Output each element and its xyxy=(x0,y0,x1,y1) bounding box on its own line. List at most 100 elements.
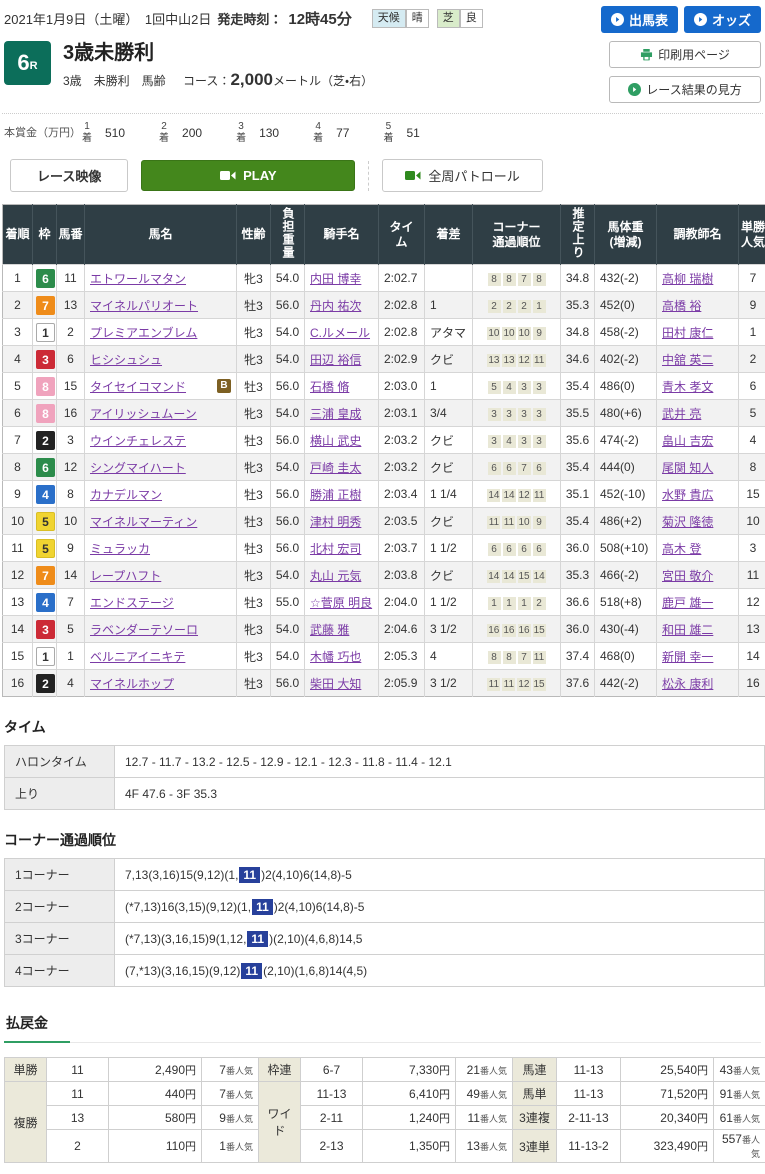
corner-position-chip: 14 xyxy=(502,570,515,583)
win-popularity: 4 xyxy=(739,427,765,454)
horse-name-link[interactable]: マイネルホップ xyxy=(90,675,174,692)
horse-name-link[interactable]: マイネルマーティン xyxy=(90,513,197,530)
payout-combination: 2-11-13 xyxy=(557,1106,621,1130)
corner-position-chip: 2 xyxy=(488,300,501,313)
payout-popularity-suffix: 番人気 xyxy=(480,1114,507,1124)
play-button[interactable]: PLAY xyxy=(141,160,355,191)
jockey-name-link[interactable]: 柴田 大知 xyxy=(310,677,361,691)
payout-popularity-suffix: 番人気 xyxy=(226,1090,253,1100)
jockey-name-link[interactable]: C.ルメール xyxy=(310,326,370,340)
trainer-name-link[interactable]: 高木 登 xyxy=(662,542,701,556)
trainer-name-link[interactable]: 和田 雄二 xyxy=(662,623,713,637)
jockey-name-link[interactable]: 内田 博幸 xyxy=(310,272,361,286)
jockey-name-link[interactable]: ☆菅原 明良 xyxy=(310,596,372,610)
trainer-name-link[interactable]: 高柳 瑞樹 xyxy=(662,272,713,286)
trainer-name-link[interactable]: 畠山 吉宏 xyxy=(662,434,713,448)
prize-rank: 3 xyxy=(236,121,246,133)
payout-amount-value: 440 xyxy=(165,1087,185,1101)
payout-yen-suffix: 円 xyxy=(439,1065,450,1077)
jockey-name-link[interactable]: 武藤 雅 xyxy=(310,623,349,637)
trainer-name-link[interactable]: 菊沢 隆徳 xyxy=(662,515,713,529)
finish-time: 2:03.1 xyxy=(379,400,425,427)
jockey-cell: 木幡 巧也 xyxy=(305,643,379,670)
jockey-name-link[interactable]: 丹内 祐次 xyxy=(310,299,361,313)
jockey-name-link[interactable]: 丸山 元気 xyxy=(310,569,361,583)
column-header-12: 馬体重 (増減) xyxy=(595,205,657,265)
jockey-name-link[interactable]: 田辺 裕信 xyxy=(310,353,361,367)
margin: 1 1/4 xyxy=(425,481,473,508)
corner-position-chip: 2 xyxy=(518,300,531,313)
corner-position-chip: 16 xyxy=(518,624,531,637)
last-3f-time: 34.8 xyxy=(561,265,595,292)
finish-position: 14 xyxy=(3,616,33,643)
trainer-name-link[interactable]: 宮田 敬介 xyxy=(662,569,713,583)
jockey-name-link[interactable]: 横山 武史 xyxy=(310,434,361,448)
margin: クビ xyxy=(425,454,473,481)
prize-rank: 1 xyxy=(82,121,92,133)
jockey-name-link[interactable]: 石橋 脩 xyxy=(310,380,349,394)
payout-amount-value: 7,330 xyxy=(409,1063,439,1077)
jockey-name-link[interactable]: 津村 明秀 xyxy=(310,515,361,529)
horse-number: 14 xyxy=(57,562,85,589)
racecard-button[interactable]: 出馬表 xyxy=(601,6,678,33)
jockey-name-link[interactable]: 木幡 巧也 xyxy=(310,650,361,664)
jockey-name-link[interactable]: 三浦 皇成 xyxy=(310,407,361,421)
win-popularity: 16 xyxy=(739,670,765,697)
payout-amount-value: 580 xyxy=(165,1111,185,1125)
trainer-name-link[interactable]: 松永 康利 xyxy=(662,677,713,691)
horse-name-link[interactable]: マイネルパリオート xyxy=(90,297,198,314)
trainer-name-link[interactable]: 武井 亮 xyxy=(662,407,701,421)
horse-name-link[interactable]: プレミアエンブレム xyxy=(90,324,197,341)
trainer-cell: 高柳 瑞樹 xyxy=(657,265,739,292)
horse-name-link[interactable]: アイリッシュムーン xyxy=(90,405,197,422)
corner-position-chip: 9 xyxy=(533,516,546,529)
win-popularity: 7 xyxy=(739,265,765,292)
howto-read-results-button[interactable]: レース結果の見方 xyxy=(609,76,761,103)
odds-button[interactable]: オッズ xyxy=(684,6,761,33)
horse-name-link[interactable]: タイセイコマンド xyxy=(90,378,186,395)
horse-name-link[interactable]: ヒシシュシュ xyxy=(90,351,162,368)
payout-yen-suffix: 円 xyxy=(697,1141,708,1153)
body-weight: 486(0) xyxy=(595,373,657,400)
last-3f-time: 35.5 xyxy=(561,400,595,427)
patrol-video-button[interactable]: 全周パトロール xyxy=(382,159,542,192)
trainer-name-link[interactable]: 鹿戸 雄一 xyxy=(662,596,713,610)
sex-age: 牝3 xyxy=(237,616,271,643)
horse-name-link[interactable]: ラベンダーテソーロ xyxy=(90,621,198,638)
payout-yen-suffix: 円 xyxy=(185,1065,196,1077)
trainer-name-link[interactable]: 高橋 裕 xyxy=(662,299,701,313)
trainer-name-link[interactable]: 中舘 英二 xyxy=(662,353,713,367)
jockey-name-link[interactable]: 戸崎 圭太 xyxy=(310,461,361,475)
trainer-name-link[interactable]: 田村 康仁 xyxy=(662,326,713,340)
horse-name-link[interactable]: エトワールマタン xyxy=(90,270,186,287)
jockey-name-link[interactable]: 勝浦 正樹 xyxy=(310,488,361,502)
corner-position-chip: 3 xyxy=(488,408,501,421)
horse-name-link[interactable]: ウインチェレステ xyxy=(90,432,186,449)
payout-amount-value: 20,340 xyxy=(660,1111,697,1125)
payout-popularity-value: 557 xyxy=(722,1132,742,1146)
horse-name-link[interactable]: レープハフト xyxy=(90,567,161,584)
horse-name-link[interactable]: カナデルマン xyxy=(90,486,162,503)
trainer-name-link[interactable]: 青木 孝文 xyxy=(662,380,713,394)
column-header-3: 馬番 xyxy=(57,205,85,265)
margin: クビ xyxy=(425,346,473,373)
horse-name-link[interactable]: ベルニアイニキテ xyxy=(90,648,185,665)
bet-type-label: 3連単 xyxy=(513,1130,557,1163)
horse-name-link[interactable]: シングマイハート xyxy=(90,459,186,476)
race-video-button[interactable]: レース映像 xyxy=(10,159,128,192)
trainer-name-link[interactable]: 尾関 知人 xyxy=(662,461,713,475)
horse-name-link[interactable]: ミュラッカ xyxy=(90,540,150,557)
payout-combination: 2-11 xyxy=(301,1106,363,1130)
trainer-name-link[interactable]: 水野 貴広 xyxy=(662,488,713,502)
jockey-name-link[interactable]: 北村 宏司 xyxy=(310,542,361,556)
margin: アタマ xyxy=(425,319,473,346)
print-page-button[interactable]: 印刷用ページ xyxy=(609,41,761,68)
trainer-name-link[interactable]: 新開 幸一 xyxy=(662,650,713,664)
carried-weight: 55.0 xyxy=(271,589,305,616)
horse-name-link[interactable]: エンドステージ xyxy=(90,594,174,611)
prize-amount: 51 xyxy=(406,126,419,140)
